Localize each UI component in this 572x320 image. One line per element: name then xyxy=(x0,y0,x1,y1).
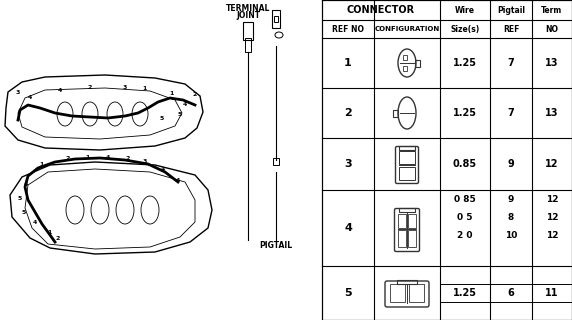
Text: 1: 1 xyxy=(86,155,90,159)
Text: 4: 4 xyxy=(58,87,62,92)
Text: 5: 5 xyxy=(178,111,182,116)
Text: 7: 7 xyxy=(507,108,514,118)
Bar xyxy=(274,16,278,22)
Text: 1.25: 1.25 xyxy=(453,288,477,298)
Text: 2: 2 xyxy=(66,156,70,161)
Bar xyxy=(397,280,417,284)
Text: 0 5: 0 5 xyxy=(457,212,472,221)
Bar xyxy=(399,151,415,164)
Text: 4: 4 xyxy=(28,94,32,100)
Text: 4: 4 xyxy=(176,178,180,182)
Text: 2 0: 2 0 xyxy=(457,230,472,239)
Text: 8: 8 xyxy=(508,212,514,221)
Text: 13: 13 xyxy=(545,108,559,118)
Text: JOINT: JOINT xyxy=(236,11,260,20)
Text: 5: 5 xyxy=(160,116,164,121)
Bar xyxy=(409,284,424,302)
Text: 3: 3 xyxy=(123,84,127,90)
Text: 9: 9 xyxy=(508,195,514,204)
Text: 6: 6 xyxy=(507,288,514,298)
Bar xyxy=(403,55,407,60)
Text: 11: 11 xyxy=(545,288,559,298)
Text: 1: 1 xyxy=(48,229,52,235)
Bar xyxy=(390,284,405,302)
Text: CONNECTOR: CONNECTOR xyxy=(347,5,415,15)
Bar xyxy=(273,158,279,165)
Text: 7: 7 xyxy=(507,58,514,68)
Text: 12: 12 xyxy=(546,230,558,239)
Bar xyxy=(272,10,280,28)
Text: 10: 10 xyxy=(505,230,517,239)
Bar xyxy=(408,214,416,228)
Bar xyxy=(399,146,415,150)
Text: 1: 1 xyxy=(40,162,44,166)
Text: 2: 2 xyxy=(88,84,92,90)
Text: Size(s): Size(s) xyxy=(450,25,480,34)
Text: 5: 5 xyxy=(22,210,26,214)
Text: 12: 12 xyxy=(546,212,558,221)
Text: 4: 4 xyxy=(161,166,165,172)
Bar xyxy=(245,38,251,52)
Text: CONFIGURATION: CONFIGURATION xyxy=(375,26,440,32)
Text: 4: 4 xyxy=(33,220,37,226)
Text: 4: 4 xyxy=(183,101,187,107)
Text: 1.25: 1.25 xyxy=(453,108,477,118)
Text: 5: 5 xyxy=(18,196,22,201)
Bar xyxy=(403,66,407,71)
Text: NO: NO xyxy=(546,25,558,34)
Bar xyxy=(243,22,253,40)
Text: REF: REF xyxy=(503,25,519,34)
Text: 2: 2 xyxy=(344,108,352,118)
Bar xyxy=(408,230,416,247)
Text: 12: 12 xyxy=(546,195,558,204)
Bar xyxy=(399,208,415,212)
Text: 2: 2 xyxy=(193,92,197,97)
Text: 3: 3 xyxy=(143,158,147,164)
Text: PIGTAIL: PIGTAIL xyxy=(260,241,292,250)
Text: 2: 2 xyxy=(126,156,130,161)
Text: 1.25: 1.25 xyxy=(453,58,477,68)
Text: 5: 5 xyxy=(344,288,352,298)
Text: TERMINAL: TERMINAL xyxy=(226,4,270,12)
Text: 1: 1 xyxy=(143,85,147,91)
Text: 1: 1 xyxy=(344,58,352,68)
Text: 4: 4 xyxy=(106,155,110,159)
Bar xyxy=(415,60,420,67)
Bar xyxy=(393,109,399,116)
Text: REF NO: REF NO xyxy=(332,25,364,34)
Bar xyxy=(399,167,415,180)
Text: Term: Term xyxy=(541,5,563,14)
Text: 3: 3 xyxy=(16,90,20,94)
Text: 4: 4 xyxy=(24,181,28,187)
Text: 12: 12 xyxy=(545,159,559,169)
Text: 9: 9 xyxy=(507,159,514,169)
Text: 0 85: 0 85 xyxy=(454,195,476,204)
Text: 0.85: 0.85 xyxy=(453,159,477,169)
Text: 13: 13 xyxy=(545,58,559,68)
Text: Wire: Wire xyxy=(455,5,475,14)
Bar xyxy=(398,214,406,228)
Text: 2: 2 xyxy=(56,236,60,241)
Text: 4: 4 xyxy=(344,223,352,233)
Bar xyxy=(398,230,406,247)
Text: 1: 1 xyxy=(170,91,174,95)
Text: 3: 3 xyxy=(344,159,352,169)
Text: Pigtail: Pigtail xyxy=(497,5,525,14)
